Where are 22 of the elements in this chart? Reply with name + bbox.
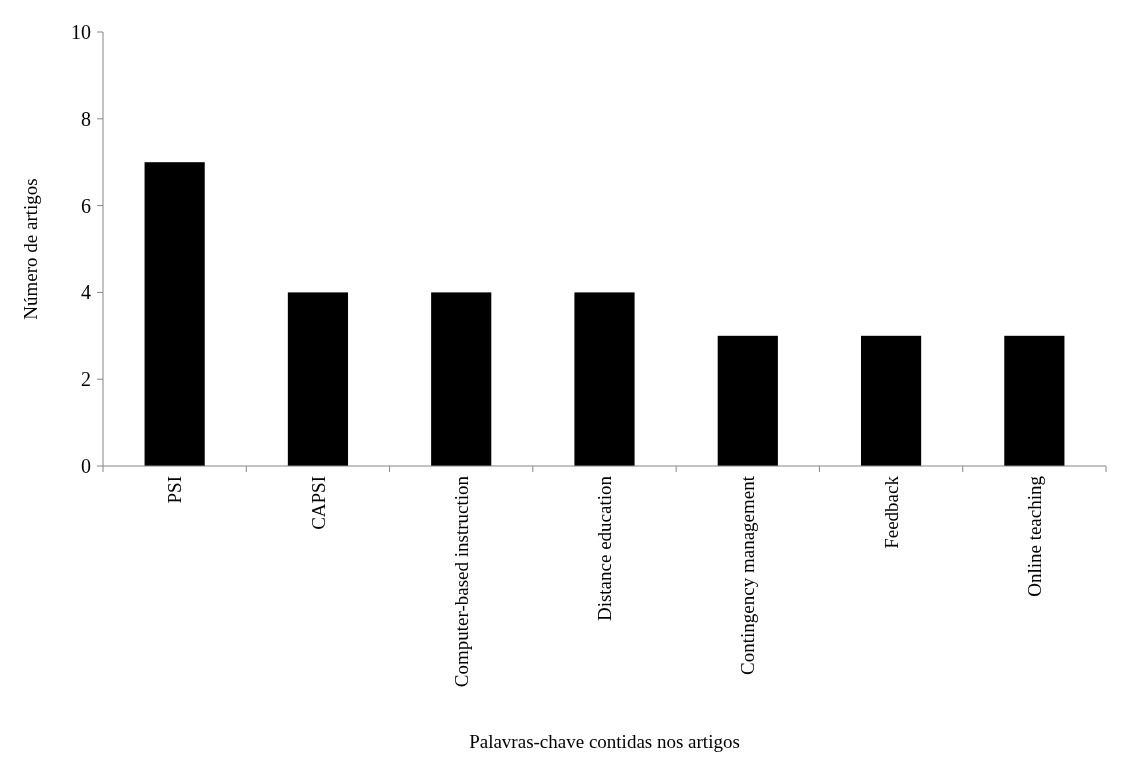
x-tick-label: CAPSI (307, 476, 329, 530)
y-tick-label: 8 (81, 107, 91, 130)
y-axis-title: Número de artigos (19, 178, 41, 320)
y-tick-label: 0 (81, 455, 91, 477)
x-tick-label: Online teaching (1024, 475, 1046, 597)
y-tick-label: 4 (81, 281, 91, 304)
x-tick-label: Feedback (880, 475, 902, 549)
x-tick-label: Computer-based instruction (450, 475, 472, 688)
y-tick-label: 10 (71, 21, 91, 43)
bar (144, 162, 205, 466)
bar (574, 292, 635, 466)
bar (860, 335, 922, 466)
bar (431, 292, 492, 466)
x-tick-label: PSI (164, 476, 186, 504)
bar (1004, 335, 1065, 466)
bar (287, 292, 349, 466)
bar (717, 335, 778, 466)
x-tick-label: Distance education (594, 475, 616, 622)
y-tick-label: 6 (81, 194, 91, 217)
x-tick-label: Contingency management (737, 475, 759, 675)
x-axis-title: Palavras-chave contidas nos artigos (469, 731, 740, 752)
y-tick-label: 2 (81, 368, 91, 391)
